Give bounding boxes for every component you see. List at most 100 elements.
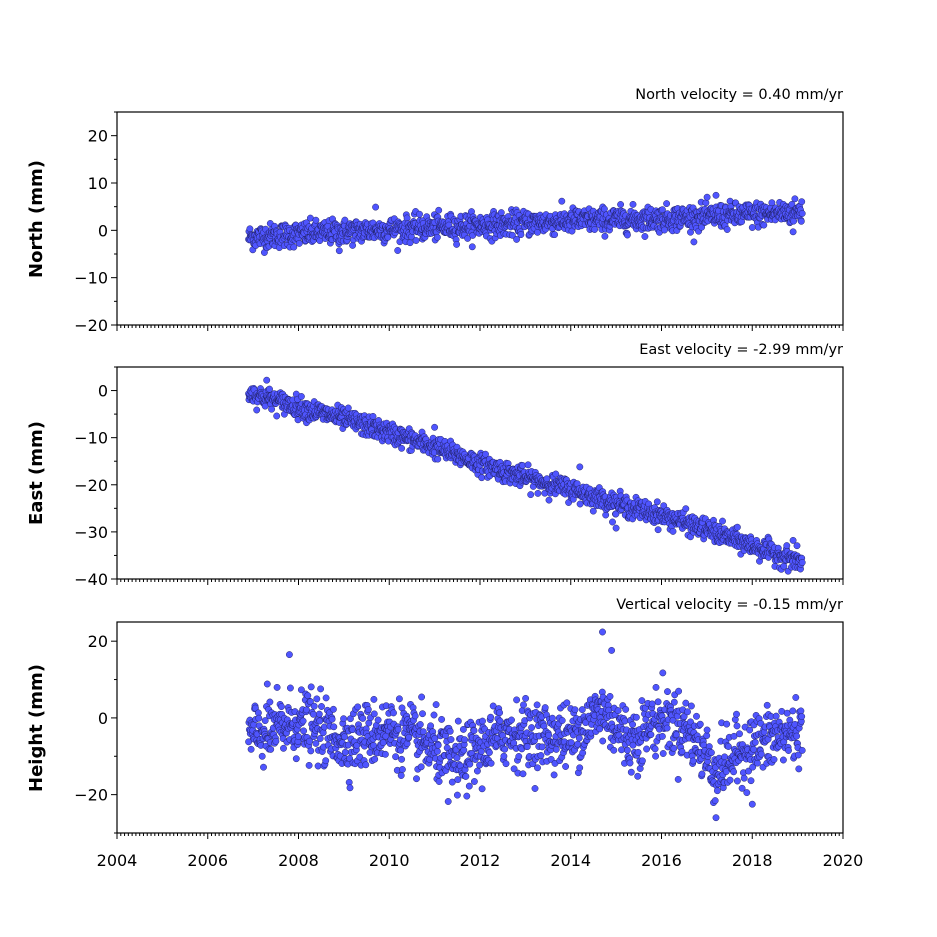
east-point bbox=[589, 507, 597, 515]
height-point bbox=[305, 761, 313, 769]
height-point bbox=[374, 716, 382, 724]
height-point bbox=[733, 777, 741, 785]
height-point bbox=[496, 709, 504, 717]
x-tick-label: 2014 bbox=[550, 851, 591, 870]
height-point bbox=[629, 721, 637, 728]
east-data-points bbox=[245, 376, 806, 575]
height-point bbox=[430, 711, 438, 719]
north-panel: North velocity = 0.40 mm/yr North (mm) 2… bbox=[26, 87, 844, 335]
height-point bbox=[463, 792, 471, 800]
east-y-tick-label: −20 bbox=[74, 476, 108, 495]
east-outlier-point bbox=[263, 376, 271, 384]
height-point bbox=[579, 749, 587, 757]
north-point bbox=[412, 237, 420, 244]
east-point bbox=[253, 406, 261, 414]
height-point bbox=[432, 701, 440, 709]
height-point bbox=[438, 715, 446, 723]
height-point bbox=[500, 752, 508, 760]
height-point bbox=[434, 741, 442, 749]
height-point bbox=[299, 717, 307, 725]
height-point bbox=[779, 756, 787, 764]
north-point bbox=[791, 195, 799, 203]
height-point bbox=[541, 704, 549, 712]
height-point bbox=[578, 706, 586, 714]
height-point bbox=[370, 710, 378, 718]
height-point bbox=[798, 746, 806, 754]
height-point bbox=[465, 782, 473, 790]
height-point bbox=[711, 797, 719, 805]
height-point bbox=[696, 720, 704, 728]
height-point bbox=[576, 764, 584, 772]
east-point bbox=[653, 498, 661, 506]
height-point bbox=[798, 713, 806, 720]
height-point bbox=[670, 698, 678, 706]
height-point bbox=[461, 736, 469, 744]
height-point bbox=[487, 713, 495, 721]
north-point bbox=[798, 198, 806, 206]
height-point bbox=[723, 720, 731, 728]
height-point bbox=[678, 748, 686, 756]
east-point bbox=[534, 489, 542, 497]
north-point bbox=[341, 216, 349, 224]
height-point bbox=[314, 762, 322, 770]
height-point bbox=[418, 693, 426, 701]
height-point bbox=[682, 699, 690, 707]
height-point bbox=[670, 744, 678, 752]
height-point bbox=[689, 757, 697, 765]
north-point bbox=[748, 224, 756, 231]
height-point bbox=[435, 778, 443, 785]
east-point bbox=[478, 474, 486, 482]
height-point bbox=[328, 715, 336, 723]
height-point bbox=[362, 761, 370, 769]
height-point bbox=[294, 733, 302, 740]
north-point bbox=[551, 231, 559, 239]
height-point bbox=[736, 730, 743, 738]
height-point bbox=[563, 699, 571, 707]
height-y-axis-label: Height (mm) bbox=[26, 664, 47, 792]
height-outlier-point bbox=[285, 651, 293, 659]
height-point bbox=[659, 750, 667, 757]
height-point bbox=[627, 768, 635, 776]
height-point bbox=[749, 763, 757, 771]
east-outlier-point bbox=[576, 463, 584, 471]
x-tick-label: 2010 bbox=[369, 851, 410, 870]
north-outlier-point bbox=[372, 203, 380, 211]
height-point bbox=[473, 767, 481, 775]
east-point bbox=[783, 542, 791, 550]
height-point bbox=[687, 702, 695, 710]
height-point bbox=[310, 702, 318, 710]
north-point bbox=[629, 200, 637, 208]
height-point bbox=[614, 707, 622, 715]
height-point bbox=[260, 763, 267, 771]
height-point bbox=[552, 745, 560, 753]
height-y-tick-label: −20 bbox=[74, 786, 108, 805]
height-point bbox=[659, 669, 667, 677]
height-point bbox=[317, 685, 325, 693]
height-point bbox=[312, 739, 320, 747]
north-point bbox=[768, 199, 776, 207]
height-point bbox=[634, 772, 642, 780]
east-point bbox=[344, 404, 352, 412]
height-point bbox=[652, 752, 660, 760]
height-point bbox=[433, 747, 441, 755]
height-point bbox=[550, 771, 558, 779]
height-point bbox=[330, 723, 338, 731]
height-point bbox=[501, 745, 509, 753]
height-point bbox=[606, 692, 614, 700]
height-point bbox=[519, 770, 527, 778]
height-point bbox=[703, 726, 711, 734]
height-point bbox=[523, 743, 531, 751]
north-point bbox=[568, 227, 576, 235]
vertical-velocity-label: Vertical velocity = -0.15 mm/yr bbox=[616, 597, 843, 613]
height-point bbox=[713, 787, 721, 795]
north-point bbox=[723, 226, 731, 233]
x-tick-label: 2008 bbox=[278, 851, 319, 870]
height-point bbox=[707, 749, 715, 757]
height-point bbox=[638, 697, 646, 705]
height-point bbox=[398, 755, 406, 763]
north-outlier-point bbox=[789, 228, 797, 236]
height-point bbox=[672, 731, 680, 739]
height-point bbox=[531, 785, 539, 792]
height-outlier-point bbox=[599, 628, 606, 636]
north-point bbox=[702, 199, 710, 207]
